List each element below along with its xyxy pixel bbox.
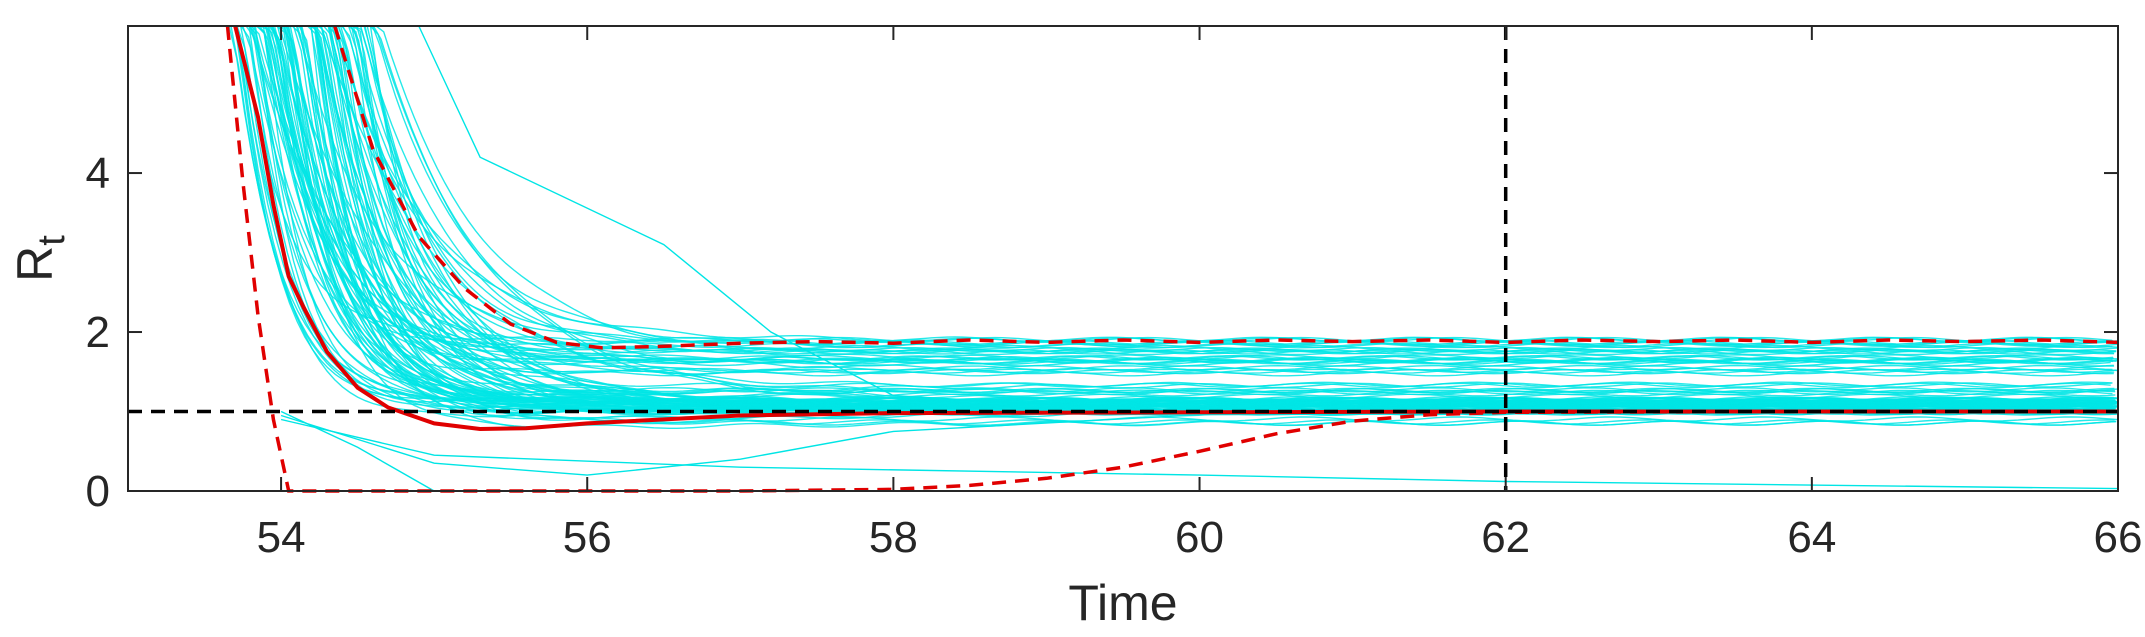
ensemble-line (319, 25, 2111, 388)
reference-lines (128, 26, 2118, 491)
ensemble-line (337, 25, 2114, 346)
ensemble-line (300, 25, 2115, 355)
ensemble-line (340, 25, 2117, 375)
ensemble-line (325, 25, 2117, 356)
ensemble-line (345, 25, 2114, 361)
ensemble-line (234, 25, 2118, 353)
y-tick-label: 0 (86, 467, 110, 516)
ensemble-line (351, 25, 2113, 349)
ensemble-line (249, 25, 2117, 363)
ensemble-line (260, 25, 2113, 414)
ensemble-line (312, 25, 2112, 394)
ensemble-line (229, 25, 2113, 389)
ensemble-line (295, 25, 2118, 349)
y-axis-label: Rt (7, 235, 73, 282)
ensemble-line (263, 25, 2116, 414)
ensemble-line (220, 25, 2111, 366)
ensemble-line (355, 25, 2116, 353)
ensemble-line (345, 25, 2114, 363)
ensemble-lines (220, 25, 2119, 492)
ensemble-line (221, 25, 2113, 343)
ensemble-line (289, 25, 2112, 408)
ensemble-line (296, 25, 2111, 343)
ensemble-line (305, 25, 2113, 346)
ensemble-line (226, 25, 2118, 413)
lower-bound-line (225, 25, 2118, 493)
ensemble-line (285, 25, 2116, 393)
ensemble-line (238, 25, 2114, 403)
ensemble-line (233, 25, 2116, 404)
y-axis-label-subscript: t (31, 235, 73, 246)
ensemble-line (221, 25, 2113, 404)
ensemble-line (265, 25, 2118, 404)
x-tick-label: 54 (257, 513, 306, 562)
x-tick-label: 58 (869, 513, 918, 562)
x-tick-label: 56 (563, 513, 612, 562)
y-tick-label: 4 (86, 149, 110, 198)
ensemble-line (315, 25, 2114, 355)
axes-box (127, 25, 2119, 492)
ensemble-line (330, 25, 2115, 371)
ensemble-line (348, 25, 2117, 403)
upper-bound-line (333, 25, 2119, 350)
ensemble-line (261, 25, 2114, 413)
x-tick-label: 66 (2094, 513, 2143, 562)
ensemble-line (242, 25, 2118, 374)
ensemble-line (265, 25, 2118, 361)
y-axis-label-main: R (7, 246, 63, 282)
ensemble-line (280, 418, 2119, 490)
x-axis-label: Time (1068, 575, 1177, 631)
y-tick-label: 2 (86, 308, 110, 357)
ensemble-line (309, 25, 2116, 429)
ensemble-line (262, 25, 2115, 393)
ensemble-line (325, 25, 2117, 355)
mean-line (233, 25, 2118, 432)
ensemble-line (265, 25, 2119, 345)
ensemble-line (292, 25, 2114, 375)
ensemble-line (330, 25, 2115, 377)
ensemble-line (321, 25, 2113, 365)
ensemble-line (342, 25, 2118, 347)
x-tick-label: 62 (1481, 513, 1530, 562)
ticks: 54 56 58 60 62 64 66 0 2 4 (86, 26, 2143, 562)
x-tick-label: 60 (1175, 513, 1224, 562)
ensemble-line (280, 410, 2119, 476)
summary-lines (225, 25, 2119, 493)
x-tick-label: 64 (1787, 513, 1836, 562)
